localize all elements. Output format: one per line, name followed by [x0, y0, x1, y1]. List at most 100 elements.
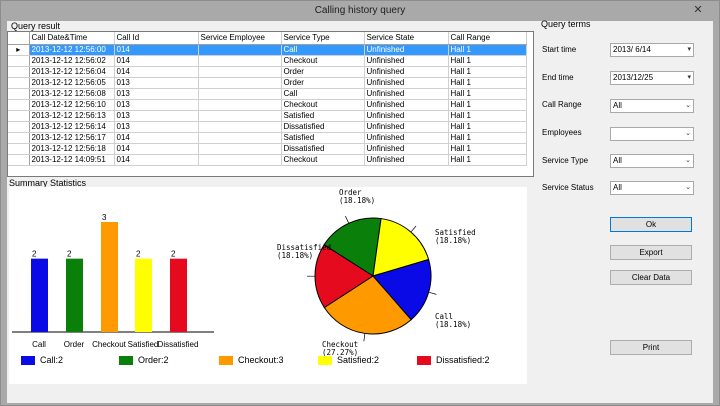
pie-label-name: Satisfied: [435, 228, 476, 237]
close-button[interactable]: ✕: [693, 4, 703, 16]
table-cell: Unfinished: [364, 88, 449, 100]
row-header[interactable]: [8, 110, 30, 122]
chevron-down-icon[interactable]: ⌄: [685, 102, 691, 109]
table-cell: Unfinished: [364, 121, 449, 133]
column-header[interactable]: Service Type: [281, 32, 365, 45]
table-row[interactable]: 2013-12-12 12:56:05 013 Order Unfinished Hal…: [8, 77, 527, 89]
table-cell: [198, 66, 282, 78]
row-header[interactable]: ▸: [8, 44, 30, 56]
summary-group: Summary Statistics 2 Call 2 Order 3 Checkout 2…: [7, 178, 535, 395]
table-row[interactable]: 2013-12-12 12:56:10 013 Checkout Unfinished…: [8, 99, 527, 111]
summary-panel: 2 Call 2 Order 3 Checkout 2 Satisfied 2 Dissatisf…: [9, 187, 527, 384]
row-header[interactable]: [8, 99, 30, 111]
pie-slice: [372, 217, 430, 277]
row-header[interactable]: [8, 77, 30, 89]
table-cell: 2013-12-12 12:56:05: [29, 77, 115, 89]
row-header[interactable]: [8, 143, 30, 155]
legend-swatch: [119, 356, 133, 365]
call-range-label: Call Range: [542, 100, 582, 109]
query-result-table[interactable]: Call Date&Time Call Id Service Employee Ser…: [7, 31, 534, 177]
table-header-row: Call Date&Time Call Id Service Employee Ser…: [8, 32, 527, 45]
legend-label: Checkout:3: [238, 355, 284, 365]
row-header[interactable]: [8, 154, 30, 166]
table-row[interactable]: 2013-12-12 12:56:13 013 Satisfied Unfinishe…: [8, 110, 527, 122]
pie-label-percent: (18.18%): [435, 320, 471, 329]
row-header[interactable]: [8, 66, 30, 78]
service-status-select[interactable]: All ⌄: [610, 181, 694, 195]
bar: [135, 258, 152, 332]
column-header[interactable]: Service State: [364, 32, 449, 45]
service-type-select[interactable]: All ⌄: [610, 154, 694, 168]
chevron-down-icon[interactable]: ⌄: [685, 184, 691, 191]
chevron-down-icon[interactable]: ⌄: [685, 130, 691, 137]
table-cell: Hall 1: [448, 88, 527, 100]
result-grid[interactable]: Call Date&Time Call Id Service Employee Ser…: [8, 32, 527, 166]
table-row[interactable]: 2013-12-12 12:56:17 014 Satisfied Unfinishe…: [8, 132, 527, 144]
print-button[interactable]: Print: [610, 340, 692, 355]
table-cell: 014: [114, 154, 199, 166]
pie-label-name: Dissatisfied: [277, 243, 331, 252]
end-time-picker[interactable]: 2013/12/25 ▾: [610, 71, 694, 85]
bar-value-label: 2: [32, 250, 37, 259]
table-cell: Hall 1: [448, 77, 527, 89]
table-cell: [198, 44, 282, 56]
bar: [170, 258, 187, 332]
export-button[interactable]: Export: [610, 245, 692, 260]
table-cell: 014: [114, 143, 199, 155]
bar-chart: 2 Call 2 Order 3 Checkout 2 Satisfied 2 Dissatisf…: [12, 213, 214, 349]
table-cell: Hall 1: [448, 121, 527, 133]
legend-label: Dissatisfied:2: [436, 355, 490, 365]
row-header[interactable]: [8, 88, 30, 100]
table-cell: Hall 1: [448, 55, 527, 67]
row-header[interactable]: [8, 132, 30, 144]
pie-label-percent: (18.18%): [339, 196, 375, 205]
table-cell: Dissatisfied: [281, 143, 365, 155]
employees-select[interactable]: ⌄: [610, 127, 694, 141]
clear-data-button[interactable]: Clear Data: [610, 270, 692, 285]
table-cell: Checkout: [281, 154, 365, 166]
table-cell: Unfinished: [364, 99, 449, 111]
column-header[interactable]: Call Range: [448, 32, 527, 45]
table-cell: 2013-12-12 14:09:51: [29, 154, 115, 166]
row-header[interactable]: [8, 121, 30, 133]
table-cell: Hall 1: [448, 132, 527, 144]
table-row[interactable]: 2013-12-12 14:09:51 014 Checkout Unfinished…: [8, 154, 527, 166]
call-range-select[interactable]: All ⌄: [610, 99, 694, 113]
table-cell: Unfinished: [364, 55, 449, 67]
pie-leader-line: [345, 215, 350, 224]
pie-label-name: Call: [435, 312, 453, 321]
query-result-group: Query result: [7, 21, 535, 179]
summary-chart: 2 Call 2 Order 3 Checkout 2 Satisfied 2 Dissatisf…: [12, 188, 476, 357]
query-terms-title: Query terms: [541, 19, 591, 29]
table-cell: [198, 88, 282, 100]
table-cell: [198, 154, 282, 166]
table-cell: Hall 1: [448, 143, 527, 155]
column-header[interactable]: Call Id: [114, 32, 199, 45]
row-header[interactable]: [8, 55, 30, 67]
bar: [31, 258, 48, 332]
end-time-value: 2013/12/25: [613, 73, 654, 82]
ok-button[interactable]: Ok: [610, 217, 692, 232]
service-status-label: Service Status: [542, 183, 594, 192]
table-cell: Satisfied: [281, 110, 365, 122]
table-row[interactable]: 2013-12-12 12:56:08 013 Call Unfinished Hall…: [8, 88, 527, 100]
calendar-dropdown-icon[interactable]: ▾: [687, 74, 691, 81]
table-row[interactable]: 2013-12-12 12:56:04 014 Order Unfinished Hal…: [8, 66, 527, 78]
column-header[interactable]: Service Employee: [198, 32, 282, 45]
chevron-down-icon[interactable]: ⌄: [685, 157, 691, 164]
table-row[interactable]: 2013-12-12 12:56:14 013 Dissatisfied Unfini…: [8, 121, 527, 133]
bar-category-label: Satisfied: [128, 340, 159, 349]
table-row[interactable]: 2013-12-12 12:56:18 014 Dissatisfied Unfini…: [8, 143, 527, 155]
table-cell: Hall 1: [448, 44, 527, 56]
start-time-picker[interactable]: 2013/ 6/14 ▾: [610, 43, 694, 57]
table-row[interactable]: 2013-12-12 12:56:02 014 Checkout Unfinished…: [8, 55, 527, 67]
legend-swatch: [219, 356, 233, 365]
table-row[interactable]: ▸ 2013-12-12 12:56:00 014 Call Unfinished Hal…: [8, 44, 527, 56]
table-cell: [198, 55, 282, 67]
column-header[interactable]: Call Date&Time: [29, 32, 115, 45]
table-cell: 014: [114, 44, 199, 56]
calendar-dropdown-icon[interactable]: ▾: [687, 46, 691, 53]
service-type-value: All: [613, 156, 622, 165]
table-cell: 2013-12-12 12:56:04: [29, 66, 115, 78]
